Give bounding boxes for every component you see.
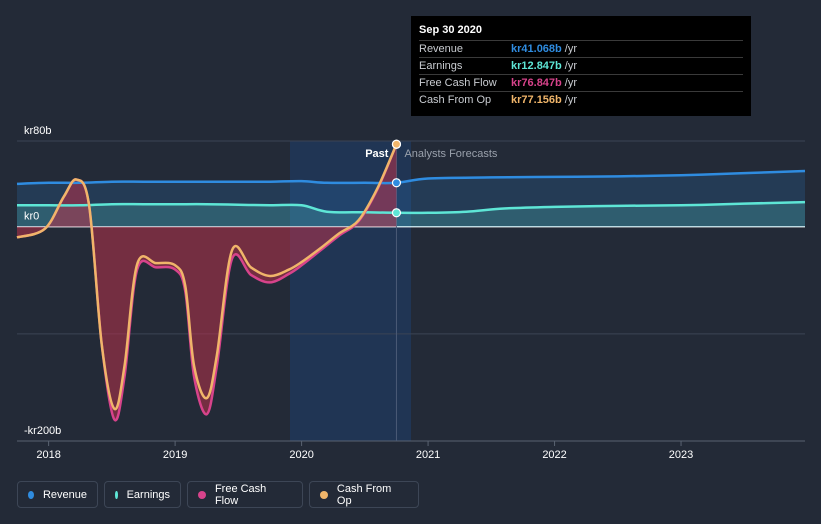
x-tick-label: 2021	[416, 449, 440, 461]
tooltip-row: Earnings kr12.847b/yr	[419, 57, 743, 74]
revenue-line	[16, 169, 806, 186]
legend-item-revenue[interactable]: Revenue	[17, 481, 98, 508]
tooltip-label: Cash From Op	[419, 94, 492, 106]
tooltip: Sep 30 2020 Revenue kr41.068b/yr Earnings k…	[411, 16, 751, 116]
tooltip-row: Free Cash Flow kr76.847b/yr	[419, 74, 743, 91]
earnings-marker	[391, 208, 402, 218]
tooltip-label: Free Cash Flow	[419, 77, 497, 89]
forecast-label: Analysts Forecasts	[404, 148, 497, 160]
legend-label: Cash From Op	[336, 482, 392, 507]
legend-label: Revenue	[42, 488, 87, 501]
tooltip-unit: /yr	[564, 94, 577, 106]
x-tick-label: 2019	[163, 449, 187, 461]
tooltip-label: Earnings	[419, 60, 463, 72]
legend-dot-icon	[320, 490, 328, 499]
past-label: Past	[365, 148, 389, 160]
revenue-marker	[391, 178, 402, 188]
legend-dot-icon	[28, 490, 34, 499]
legend-item-free-cash-flow[interactable]: Free Cash Flow	[187, 481, 303, 508]
tooltip-value: kr77.156b	[511, 94, 562, 106]
earnings-area	[17, 202, 805, 227]
legend-item-earnings[interactable]: Earnings	[104, 481, 181, 508]
cash-from-op-marker	[391, 139, 402, 149]
x-tick-label: 2020	[289, 449, 313, 461]
y-tick-label: -kr200b	[24, 425, 61, 437]
tooltip-unit: /yr	[564, 77, 577, 89]
legend-item-cash-from-op[interactable]: Cash From Op	[309, 481, 419, 508]
free-cash-flow-area	[17, 144, 397, 421]
legend-dot-icon	[198, 490, 206, 499]
tooltip-date: Sep 30 2020	[419, 24, 482, 36]
cash-from-op-line	[16, 143, 398, 411]
x-tick-label: 2022	[542, 449, 566, 461]
tooltip-unit: /yr	[564, 43, 577, 55]
revenue-area	[17, 171, 805, 227]
x-tick-label: 2023	[669, 449, 693, 461]
tooltip-row: Cash From Op kr77.156b/yr	[419, 91, 743, 108]
tooltip-value: kr76.847b	[511, 77, 562, 89]
earnings-line	[17, 200, 806, 215]
tooltip-value: kr12.847b	[511, 60, 562, 72]
y-tick-label: kr0	[24, 211, 39, 223]
tooltip-row: Revenue kr41.068b/yr	[419, 40, 743, 57]
tooltip-unit: /yr	[564, 60, 577, 72]
legend-label: Earnings	[126, 488, 170, 501]
legend-dot-icon	[115, 490, 118, 499]
y-tick-label: kr80b	[24, 125, 52, 137]
x-tick-label: 2018	[36, 449, 60, 461]
legend-label: Free Cash Flow	[214, 482, 267, 507]
tooltip-label: Revenue	[419, 43, 464, 55]
tooltip-value: kr41.068b	[511, 43, 562, 55]
